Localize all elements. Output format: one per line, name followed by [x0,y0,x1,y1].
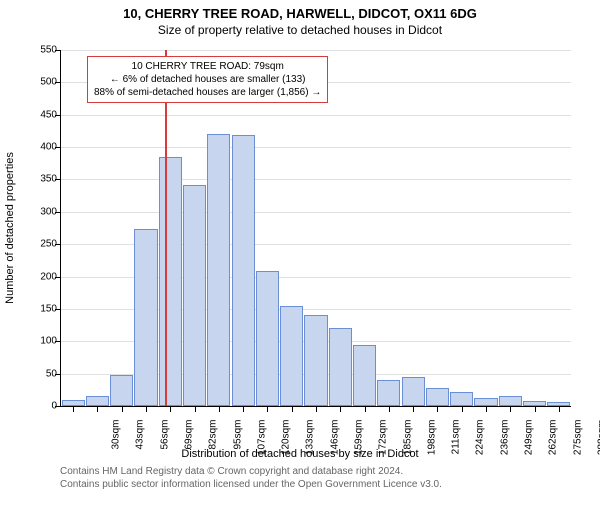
x-tick [243,406,244,412]
x-tick [97,406,98,412]
x-tick [486,406,487,412]
x-tick [437,406,438,412]
x-tick [146,406,147,412]
y-tick-label: 50 [17,368,57,379]
y-tick-label: 150 [17,303,57,314]
x-tick [365,406,366,412]
annotation-line: ← 6% of detached houses are smaller (133… [94,73,321,86]
y-axis-label: Number of detached properties [4,152,16,304]
x-tick [195,406,196,412]
gridline [61,115,571,116]
histogram-bar [232,135,255,406]
histogram-bar [402,377,425,406]
histogram-bar [207,134,230,406]
histogram-bar [304,315,327,406]
histogram-bar [183,185,206,406]
histogram-bar [499,396,522,406]
x-tick [559,406,560,412]
gridline [61,212,571,213]
histogram-bar [377,380,400,406]
chart-subtitle: Size of property relative to detached ho… [0,23,600,37]
gridline [61,147,571,148]
x-tick [535,406,536,412]
histogram-bar [280,306,303,406]
histogram-bar [134,229,157,406]
x-tick [73,406,74,412]
y-tick-label: 450 [17,109,57,120]
x-tick [510,406,511,412]
footer-attribution: Contains HM Land Registry data © Crown c… [60,466,442,491]
histogram-bar [426,388,449,406]
x-tick [413,406,414,412]
histogram-bar [353,345,376,406]
x-tick [340,406,341,412]
chart-title: 10, CHERRY TREE ROAD, HARWELL, DIDCOT, O… [0,6,600,21]
annotation-line: 88% of semi-detached houses are larger (… [94,86,321,99]
footer-line-1: Contains HM Land Registry data © Crown c… [60,466,442,479]
histogram-bar [474,398,497,406]
gridline [61,179,571,180]
y-tick-label: 500 [17,77,57,88]
histogram-bar [256,271,279,406]
y-tick-label: 100 [17,336,57,347]
x-tick [170,406,171,412]
x-tick [292,406,293,412]
y-tick-label: 0 [17,401,57,412]
footer-line-2: Contains public sector information licen… [60,479,442,492]
x-tick [122,406,123,412]
histogram-bar [329,328,352,406]
x-tick [219,406,220,412]
histogram-bar [110,375,133,406]
histogram-bar [450,392,473,406]
y-tick-label: 350 [17,174,57,185]
y-tick-label: 300 [17,206,57,217]
y-tick-label: 550 [17,45,57,56]
histogram-bar [159,157,182,406]
annotation-box: 10 CHERRY TREE ROAD: 79sqm← 6% of detach… [87,56,328,103]
histogram-bar [86,396,109,406]
marker-line [165,50,167,406]
chart-plot-area: 05010015020025030035040045050055030sqm43… [60,50,571,407]
y-tick-label: 250 [17,239,57,250]
x-axis-label: Distribution of detached houses by size … [0,448,600,460]
y-tick-label: 400 [17,142,57,153]
x-tick [389,406,390,412]
gridline [61,50,571,51]
x-tick [316,406,317,412]
y-tick-label: 200 [17,271,57,282]
annotation-line: 10 CHERRY TREE ROAD: 79sqm [94,60,321,73]
x-tick [462,406,463,412]
x-tick [267,406,268,412]
